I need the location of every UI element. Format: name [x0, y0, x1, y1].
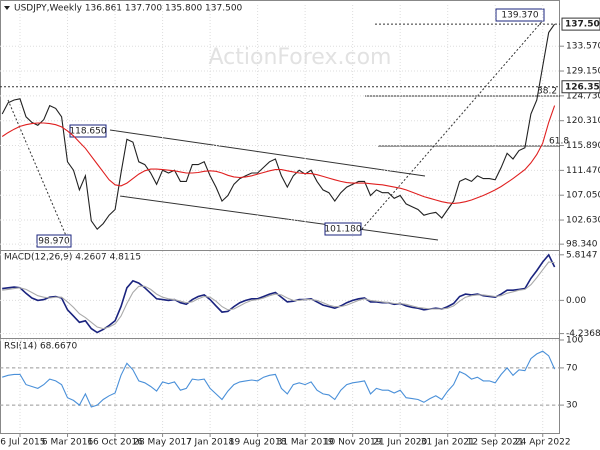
x-tick-label: 16 Oct 2016: [87, 438, 143, 448]
chart-title: USDJPY,Weekly 136.861 137.700 135.800 13…: [14, 4, 243, 14]
plot-frame: [0, 0, 560, 434]
y-tick-label: 98.340: [566, 240, 598, 250]
y-tick-label: 5.8147: [566, 250, 598, 260]
y-tick-label: 120.310: [566, 116, 600, 126]
x-tick-label: 31 Mar 2019: [277, 438, 334, 448]
annotation-box: [324, 222, 362, 236]
series-line: [1, 23, 556, 231]
x-tick-label: 7 Jan 2018: [186, 438, 234, 448]
y-tick-label: 30: [566, 401, 578, 411]
annotation-box: [495, 8, 545, 22]
x-tick-label: 31 Jan 2021: [421, 438, 475, 448]
trend-line: [361, 17, 546, 230]
x-tick-label: 10 Nov 2019: [324, 438, 382, 448]
series-line: [2, 350, 556, 408]
price-box: [561, 17, 600, 31]
x-tick-label: 6 Mar 2016: [42, 438, 94, 448]
y-tick-label: 115.890: [566, 141, 600, 151]
annotation: 38.2: [537, 87, 557, 97]
x-tick-label: 24 Apr 2022: [515, 438, 571, 448]
annotation: 139.370: [501, 11, 538, 21]
price-label: 126.350: [565, 82, 600, 92]
y-tick-label: 129.150: [566, 67, 600, 77]
watermark: ActionForex.com: [209, 45, 392, 70]
series-line: [2, 253, 556, 334]
price-box: [561, 80, 600, 94]
annotation: 98.970: [38, 237, 70, 247]
series-line: [2, 261, 555, 330]
rsi-title: RSI(14) 68.6670: [4, 342, 77, 352]
y-tick-label: 124.730: [566, 91, 600, 101]
y-tick-label: -4.2368: [566, 329, 600, 339]
y-tick-label: 111.470: [566, 166, 600, 176]
channel-line: [119, 195, 439, 241]
price-label: 137.500: [565, 20, 600, 30]
series-line: [1, 105, 556, 204]
x-tick-label: 21 Jun 2020: [373, 438, 427, 448]
y-tick-label: 133.570: [566, 42, 600, 52]
y-tick-label: 100: [566, 336, 583, 346]
annotation-box: [69, 124, 107, 138]
x-tick-label: 28 May 2017: [133, 438, 192, 448]
x-tick-label: 26 Jul 2015: [0, 438, 45, 448]
y-tick-label: 102.630: [566, 216, 600, 226]
annotation: 118.650: [69, 127, 106, 137]
annotation: 61.8: [549, 137, 569, 147]
x-tick-label: 19 Aug 2018: [229, 438, 287, 448]
y-tick-label: 0.00: [566, 296, 586, 306]
y-tick-label: 70: [566, 363, 578, 373]
annotation: 101.180: [324, 225, 361, 235]
trend-line: [7, 99, 68, 239]
macd-title: MACD(12,26,9) 4.2607 4.8115: [4, 253, 141, 263]
y-tick-label: 107.050: [566, 191, 600, 201]
x-tick-label: 12 Sep 2021: [467, 438, 524, 448]
menu-icon: [4, 6, 10, 10]
